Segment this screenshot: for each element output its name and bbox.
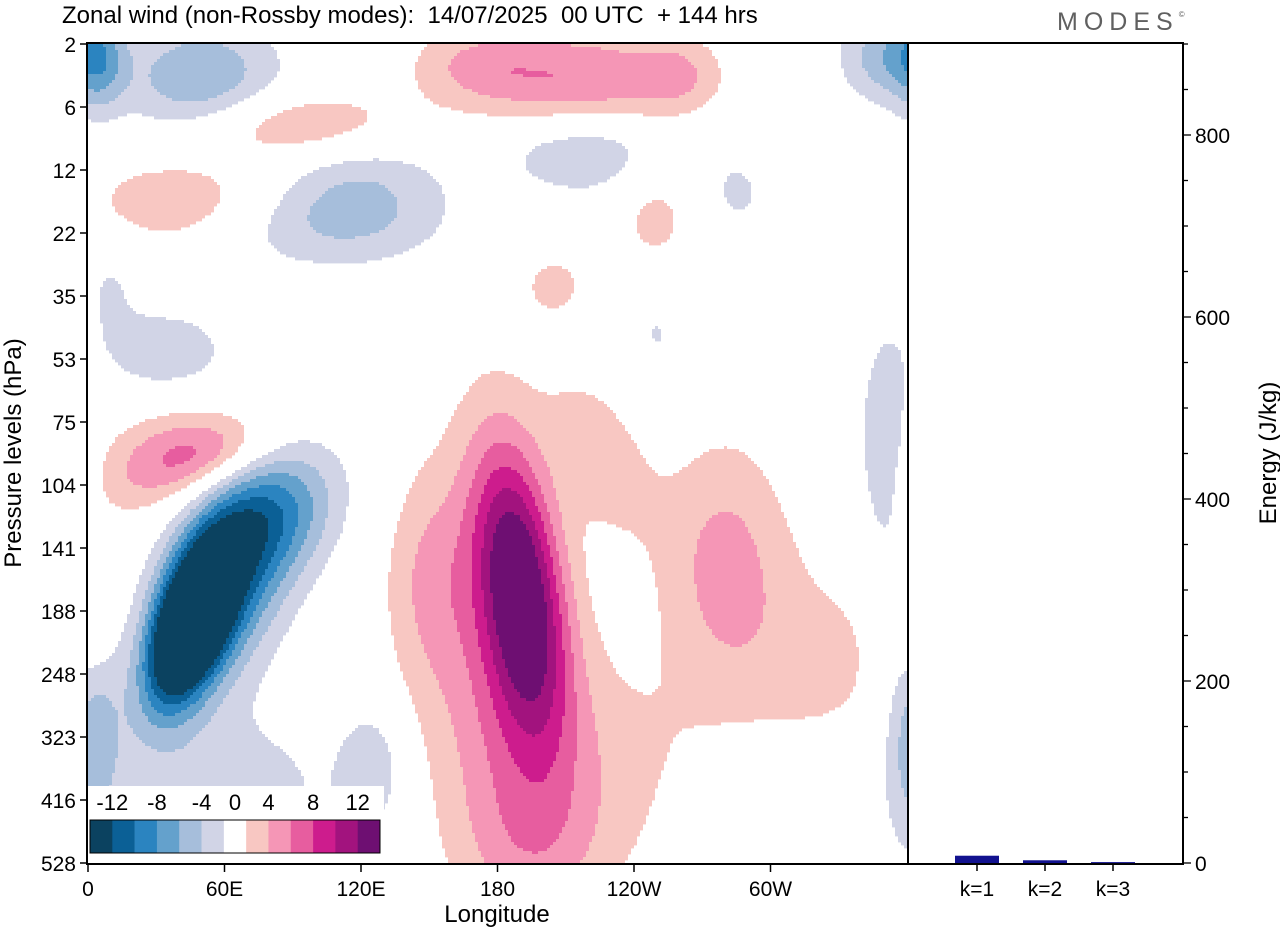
colorbar-swatch	[134, 820, 158, 853]
colorbar-label: 0	[229, 790, 241, 815]
energy-bar	[955, 855, 999, 863]
colorbar-swatch	[268, 820, 292, 853]
energy-tick-label: 800	[1195, 125, 1230, 148]
x-tick-label: 180	[480, 878, 515, 901]
x-tick-label: 60W	[749, 878, 792, 901]
energy-axis-label: Energy (J/kg)	[1255, 382, 1280, 525]
x-tick-label: 60E	[206, 878, 243, 901]
y-tick-label: 6	[64, 97, 76, 120]
colorbar-label: -8	[147, 790, 167, 815]
brand-logo: MODES©	[1057, 8, 1185, 36]
colorbar-label: -4	[192, 790, 212, 815]
x-tick-label: 0	[82, 878, 94, 901]
colorbar-swatch	[179, 820, 202, 853]
colorbar-swatch	[246, 820, 269, 853]
y-tick-label: 35	[53, 286, 76, 309]
y-tick-label: 53	[53, 349, 76, 372]
y-tick-label: 528	[41, 853, 76, 876]
colorbar-label: 8	[307, 790, 319, 815]
y-tick-label: 22	[53, 223, 76, 246]
energy-bars: k=1 k=2 k=3	[955, 855, 1135, 901]
energy-category-label: k=2	[1028, 878, 1062, 901]
energy-tick-label: 0	[1195, 853, 1207, 876]
y-tick-label: 188	[41, 601, 76, 624]
colorbar-swatch	[223, 820, 247, 853]
x-tick-label: 120E	[336, 878, 385, 901]
colorbar-swatch	[112, 820, 135, 853]
energy-bar	[1023, 860, 1067, 863]
pressure-axis: 2 6 12 22 35 53 75 104 141 188 248 323 416 528	[41, 34, 88, 876]
energy-frame	[907, 42, 1184, 865]
y-tick-label: 323	[41, 727, 76, 750]
colorbar-swatch	[357, 820, 381, 853]
colorbar-swatch	[335, 820, 358, 853]
energy-axis: 0 200 400 600 800	[1183, 43, 1230, 876]
colorbar-label: 4	[262, 790, 274, 815]
energy-tick-label: 200	[1195, 671, 1230, 694]
energy-tick-label: 600	[1195, 307, 1230, 330]
y-tick-label: 248	[41, 664, 76, 687]
colorbar-label: -12	[96, 790, 128, 815]
y-tick-label: 104	[41, 475, 76, 498]
y-tick-label: 2	[64, 34, 76, 57]
colorbar-swatch	[90, 820, 113, 853]
colorbar-swatch	[290, 820, 314, 853]
chart-title: Zonal wind (non-Rossby modes): 14/07/202…	[62, 2, 758, 29]
colorbar-swatch	[201, 820, 225, 853]
longitude-axis: 0 60E 120E 180 120W 60W	[82, 864, 792, 901]
colorbar-legend: -12 -8 -4 0 4 8 12	[88, 786, 384, 862]
heatmap-panel: 2 6 12 22 35 53 75 104 141 188 248 323 416 528 0 60E 12…	[0, 34, 909, 928]
y-axis-label: Pressure levels (hPa)	[0, 338, 27, 567]
y-tick-label: 141	[41, 538, 76, 561]
x-tick-label: 120W	[607, 878, 662, 901]
colorbar-swatch	[313, 820, 336, 853]
y-tick-label: 416	[41, 790, 76, 813]
energy-tick-label: 400	[1195, 489, 1230, 512]
energy-category-label: k=3	[1096, 878, 1130, 901]
energy-panel: 0 200 400 600 800 k=1 k=2 k=3 Energy (J/kg)	[907, 42, 1280, 901]
x-axis-label: Longitude	[444, 901, 549, 928]
y-tick-label: 75	[53, 412, 76, 435]
energy-category-label: k=1	[960, 878, 994, 901]
colorbar-label: 12	[345, 790, 369, 815]
colorbar-swatch	[156, 820, 180, 853]
wind-contour-fill	[88, 44, 907, 864]
energy-bar	[1091, 862, 1135, 864]
y-tick-label: 12	[53, 160, 76, 183]
